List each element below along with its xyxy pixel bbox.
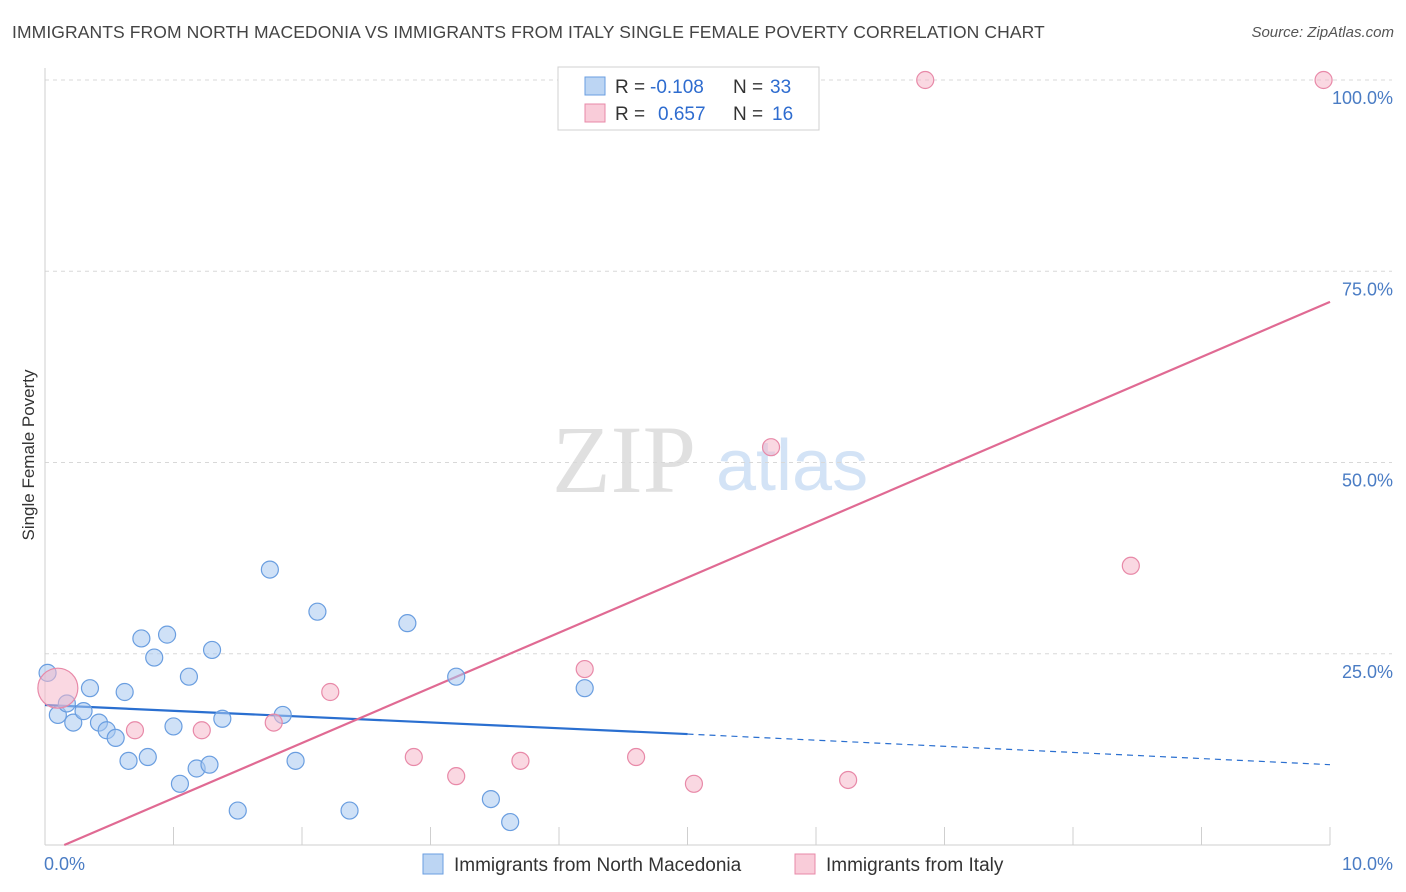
point-italy bbox=[684, 774, 704, 793]
point-north-macedonia bbox=[501, 812, 520, 832]
point-north-macedonia bbox=[179, 667, 199, 686]
series-legend: Immigrants from North Macedonia Immigran… bbox=[422, 853, 1004, 876]
point-north-macedonia bbox=[145, 648, 164, 667]
watermark-zip: ZIP bbox=[552, 406, 696, 513]
point-italy bbox=[264, 713, 283, 732]
legend-r-value-blue: -0.108 bbox=[650, 77, 704, 98]
point-north-macedonia bbox=[398, 614, 417, 633]
legend-r-value-pink: 0.657 bbox=[658, 104, 706, 125]
point-north-macedonia bbox=[202, 640, 222, 660]
point-italy bbox=[1121, 556, 1140, 575]
legend-swatch-blue bbox=[584, 76, 606, 96]
point-italy bbox=[125, 721, 145, 740]
legend-r-label-blue: R = bbox=[615, 77, 645, 98]
point-north-macedonia bbox=[575, 679, 594, 698]
y-tick-label: 75.0% bbox=[1342, 279, 1393, 299]
legend-r-label-pink: R = bbox=[615, 104, 645, 125]
point-italy bbox=[1314, 70, 1333, 90]
point-italy bbox=[839, 770, 858, 790]
points-layer bbox=[37, 70, 1333, 832]
point-north-macedonia bbox=[157, 625, 177, 644]
point-north-macedonia bbox=[164, 717, 183, 736]
point-north-macedonia bbox=[308, 602, 327, 621]
correlation-legend: R = -0.108 N = 33 R = 0.657 N = 16 bbox=[557, 66, 820, 131]
x-tick-label-min: 0.0% bbox=[44, 854, 85, 874]
point-italy bbox=[511, 751, 530, 770]
point-north-macedonia bbox=[481, 789, 500, 809]
watermark-atlas: atlas bbox=[716, 426, 868, 506]
point-north-macedonia bbox=[106, 728, 125, 748]
point-italy bbox=[321, 682, 340, 702]
axis-layer: 25.0% 50.0% 75.0% 100.0% 0.0% 10.0% bbox=[44, 68, 1393, 874]
point-north-macedonia bbox=[260, 560, 279, 579]
bottom-legend-swatch-pink bbox=[794, 853, 816, 875]
legend-n-value-blue: 33 bbox=[770, 77, 791, 98]
point-italy bbox=[37, 667, 79, 709]
bottom-legend-swatch-blue bbox=[422, 853, 444, 875]
trendline-north-macedonia bbox=[44, 703, 688, 736]
point-north-macedonia bbox=[138, 747, 157, 767]
point-north-macedonia bbox=[64, 713, 83, 732]
point-italy bbox=[575, 659, 594, 679]
y-tick-label: 25.0% bbox=[1342, 662, 1393, 682]
trendline-italy bbox=[63, 300, 1331, 847]
point-italy bbox=[761, 438, 781, 457]
point-north-macedonia bbox=[80, 679, 100, 698]
point-north-macedonia bbox=[115, 682, 134, 702]
trend-layer bbox=[44, 300, 1331, 847]
legend-n-label-pink: N = bbox=[733, 104, 763, 125]
point-north-macedonia bbox=[213, 709, 232, 728]
grid-layer bbox=[45, 79, 1392, 655]
point-north-macedonia bbox=[447, 667, 466, 686]
point-italy bbox=[626, 747, 646, 767]
point-north-macedonia bbox=[200, 755, 219, 774]
point-italy bbox=[404, 747, 423, 767]
y-tick-label: 50.0% bbox=[1342, 471, 1393, 491]
point-italy bbox=[192, 721, 211, 740]
bottom-legend-label-pink: Immigrants from Italy bbox=[826, 855, 1004, 876]
chart-title: IMMIGRANTS FROM NORTH MACEDONIA VS IMMIG… bbox=[12, 22, 1045, 42]
y-tick-label: 100.0% bbox=[1332, 88, 1393, 108]
source-credit: Source: ZipAtlas.com bbox=[1251, 24, 1394, 41]
point-north-macedonia bbox=[74, 702, 93, 721]
point-north-macedonia bbox=[170, 774, 190, 793]
y-axis-label: Single Female Poverty bbox=[19, 369, 38, 541]
point-italy bbox=[447, 767, 466, 786]
legend-n-label-blue: N = bbox=[733, 77, 763, 98]
bottom-legend-label-blue: Immigrants from North Macedonia bbox=[454, 855, 742, 876]
point-north-macedonia bbox=[228, 801, 247, 820]
legend-n-value-pink: 16 bbox=[772, 104, 793, 125]
point-north-macedonia bbox=[286, 751, 305, 770]
trendline-north-macedonia-extension bbox=[687, 733, 1331, 766]
point-north-macedonia bbox=[132, 629, 151, 648]
point-italy bbox=[916, 70, 935, 90]
x-tick-label-max: 10.0% bbox=[1342, 854, 1393, 874]
point-north-macedonia bbox=[119, 751, 138, 770]
point-north-macedonia bbox=[340, 801, 359, 820]
legend-swatch-pink bbox=[584, 103, 606, 123]
